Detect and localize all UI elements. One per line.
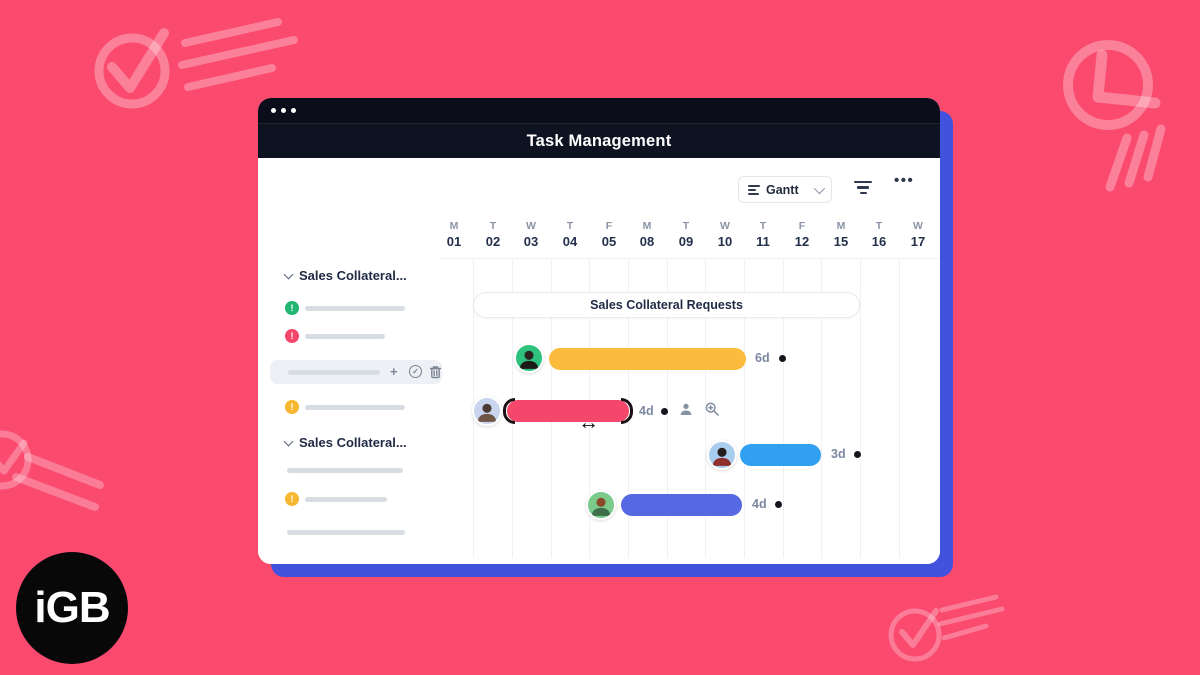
chevron-down-icon (283, 269, 294, 279)
milestone-dot (775, 501, 782, 508)
igb-logo-text: iGB (34, 583, 110, 632)
timeline-day: W 03 (523, 220, 539, 249)
timeline-day: M 01 (446, 220, 462, 249)
task-title-skeleton (288, 370, 380, 375)
more-options-button[interactable]: ••• (894, 172, 915, 189)
avatar[interactable] (514, 343, 544, 373)
timeline-day: T 02 (485, 220, 501, 249)
milestone-dot (779, 355, 786, 362)
timeline-day: T 09 (678, 220, 694, 249)
selected-task-row[interactable]: + ✓ (270, 360, 442, 384)
duration-label: 4d (639, 404, 654, 418)
avatar[interactable] (472, 396, 502, 426)
gantt-group-banner[interactable]: Sales Collateral Requests (473, 292, 860, 318)
task-title-skeleton (305, 497, 387, 502)
gantt-group-label: Sales Collateral Requests (590, 298, 743, 312)
milestone-dot (661, 408, 668, 415)
timeline-day: T 16 (871, 220, 887, 249)
status-overdue-icon: ! (285, 329, 299, 343)
timeline-day: W 10 (717, 220, 733, 249)
timeline-day: M 15 (833, 220, 849, 249)
resize-handle-right[interactable] (621, 398, 633, 424)
window-menu-dots[interactable] (271, 108, 296, 113)
window-titlebar (258, 98, 940, 124)
grid-line (744, 259, 745, 558)
timeline-day: W 17 (910, 220, 926, 249)
gantt-bar-task-1[interactable] (549, 348, 746, 370)
grid-line (860, 259, 861, 558)
check-doodle-left-edge (0, 430, 104, 511)
avatar[interactable] (586, 490, 616, 520)
status-on-track-icon: ! (285, 301, 299, 315)
duration-label: 4d (752, 497, 767, 511)
task-title-skeleton (287, 468, 403, 473)
sidebar-section-header[interactable]: Sales Collateral... (283, 435, 407, 450)
avatar[interactable] (707, 440, 737, 470)
add-icon[interactable]: + (390, 364, 398, 379)
grid-line (783, 259, 784, 558)
grid-line (821, 259, 822, 558)
task-title-skeleton (305, 306, 405, 311)
trash-icon[interactable] (429, 365, 442, 379)
gantt-bar-task-3[interactable] (740, 444, 821, 466)
task-title-skeleton (305, 334, 385, 339)
check-doodle-bottom-right (888, 594, 1005, 662)
task-title-skeleton (305, 405, 405, 410)
sort-filter-button[interactable] (853, 181, 873, 195)
duration-label: 3d (831, 447, 846, 461)
gantt-bar-task-4[interactable] (621, 494, 742, 516)
page-title: Task Management (526, 131, 672, 150)
chevron-down-icon (283, 436, 294, 446)
timeline-day: M 08 (639, 220, 655, 249)
clock-doodle-top-right (1063, 40, 1166, 192)
task-title-skeleton (287, 530, 405, 535)
timeline-day: F 12 (794, 220, 810, 249)
timeline-day: T 04 (562, 220, 578, 249)
milestone-dot (854, 451, 861, 458)
chevron-down-icon (813, 182, 826, 194)
grid-line (667, 259, 668, 558)
grid-line (705, 259, 706, 558)
assignee-icon[interactable] (678, 401, 694, 417)
resize-cursor-icon: ↔ (578, 411, 599, 434)
view-selector-button[interactable]: Gantt (738, 176, 832, 203)
check-circle-icon[interactable]: ✓ (409, 365, 422, 378)
zoom-in-icon[interactable] (704, 401, 720, 417)
resize-handle-left[interactable] (503, 398, 515, 424)
gantt-bar-task-2[interactable] (503, 398, 633, 424)
status-at-risk-icon: ! (285, 400, 299, 414)
app-header: Task Management (258, 124, 940, 158)
status-at-risk-icon: ! (285, 492, 299, 506)
gantt-view-icon (748, 184, 760, 195)
timeline-day: F 05 (601, 220, 617, 249)
grid-line (899, 259, 900, 558)
igb-logo: iGB (16, 552, 128, 664)
timeline-day: T 11 (756, 220, 770, 249)
sidebar-section-header[interactable]: Sales Collateral... (283, 268, 407, 283)
view-selector-label: Gantt (766, 182, 799, 197)
duration-label: 6d (755, 351, 770, 365)
timeline-divider (438, 258, 940, 259)
